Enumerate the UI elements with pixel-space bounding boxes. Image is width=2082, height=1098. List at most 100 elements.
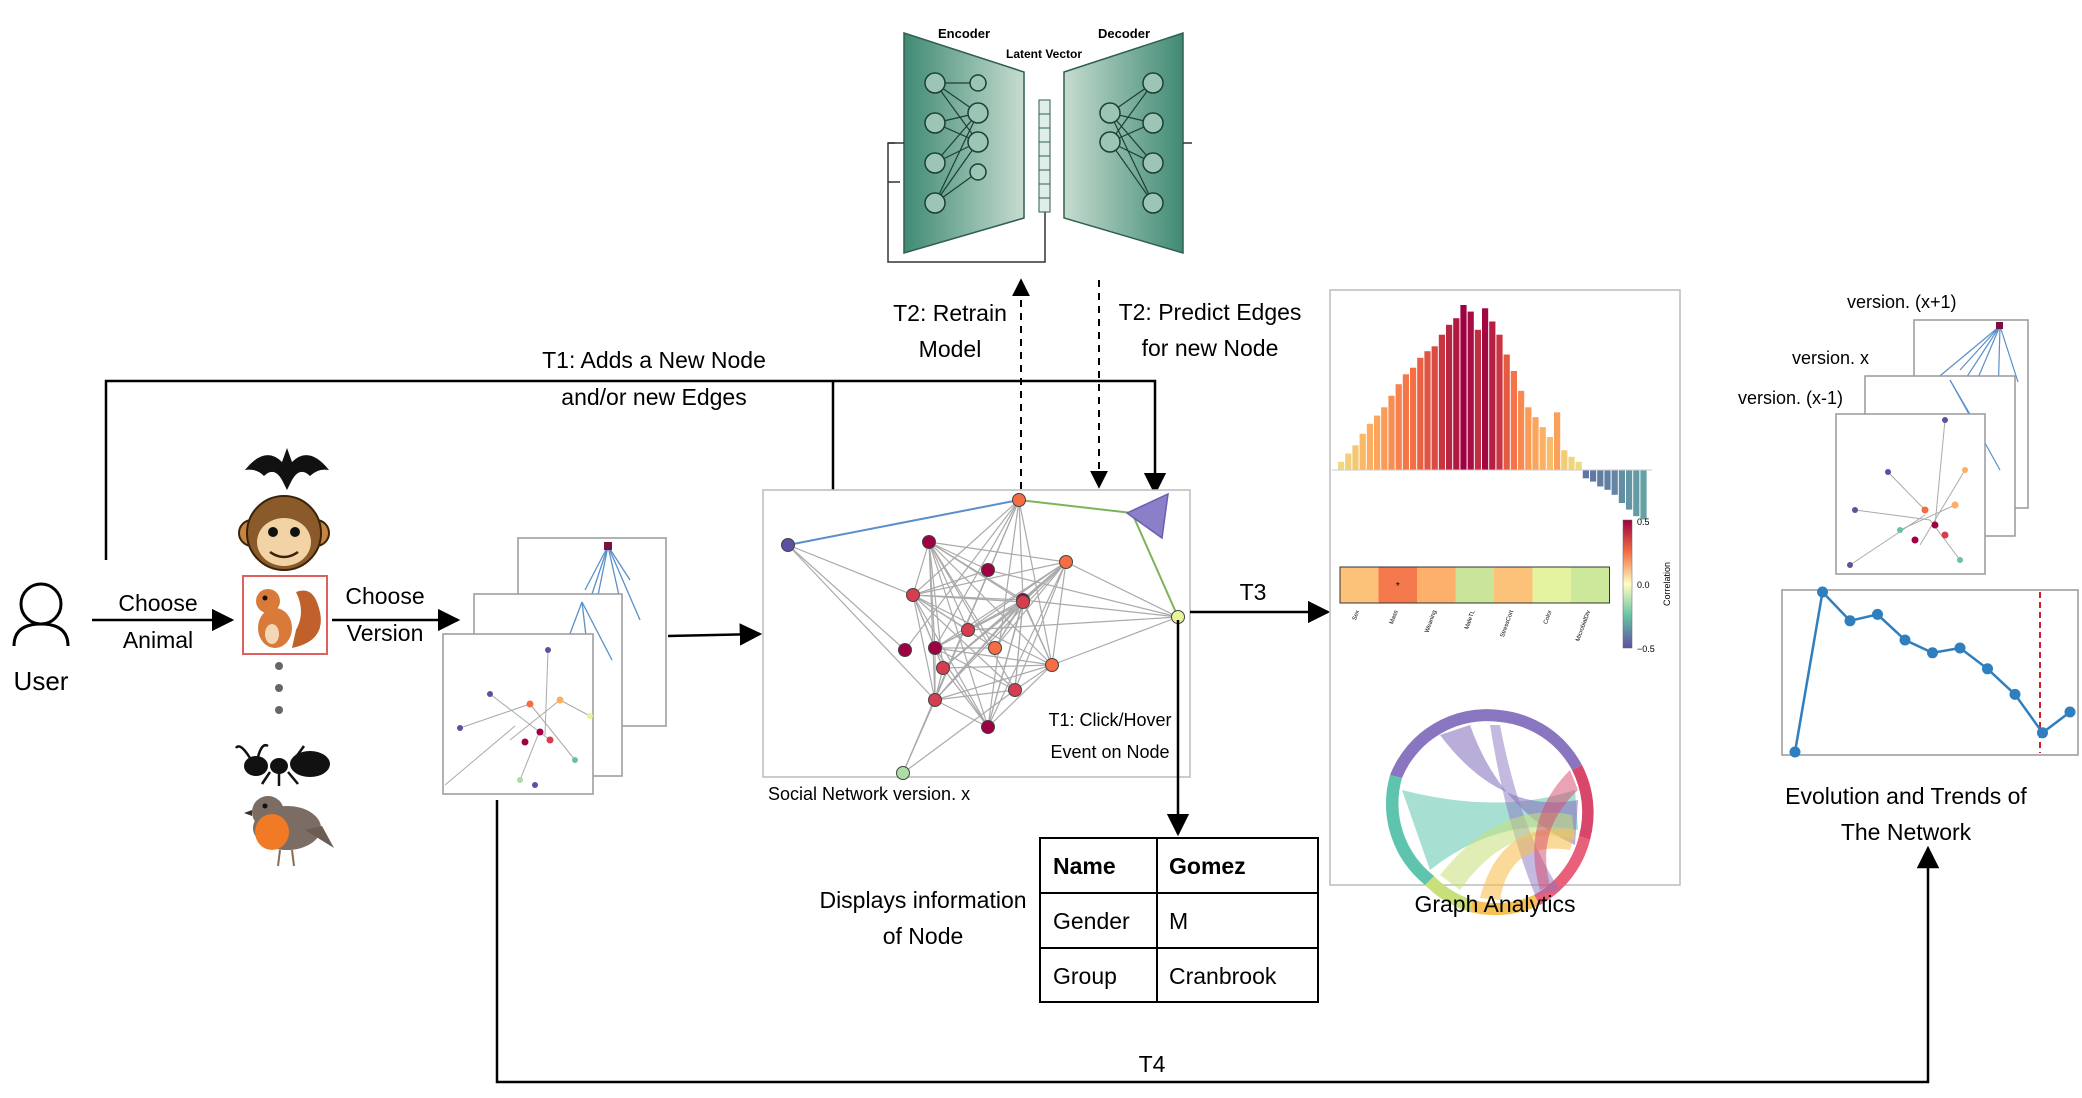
histogram-bar: [1496, 334, 1503, 470]
network-node[interactable]: [922, 535, 936, 549]
histogram-bar: [1431, 346, 1438, 471]
latent-vector-label: Latent Vector: [1006, 47, 1082, 61]
network-node[interactable]: [936, 661, 950, 675]
histogram-bar: [1467, 311, 1474, 470]
network-node[interactable]: [988, 641, 1002, 655]
t3-label: T3: [1240, 579, 1267, 605]
histogram-bar: [1410, 367, 1417, 470]
autoencoder-diagram: [887, 31, 1192, 263]
histogram-bar: [1568, 456, 1575, 470]
histogram-bar: [1554, 412, 1561, 470]
evolution-chart[interactable]: [1781, 586, 2079, 758]
network-node[interactable]: [1059, 555, 1073, 569]
t2-predict-label-1: T2: Predict Edges: [1119, 299, 1302, 325]
heatmap-label: Color: [1543, 610, 1554, 626]
network-node[interactable]: [928, 693, 942, 707]
t2-retrain-label-1: T2: Retrain: [893, 300, 1007, 326]
histogram-bar: [1395, 384, 1402, 470]
heatmap-label: Sex: [1352, 610, 1361, 622]
t4-arrow: [495, 800, 1940, 1084]
histogram-bar: [1582, 470, 1589, 479]
t2-retrain-label-2: Model: [919, 336, 982, 362]
info-caption-2: of Node: [883, 923, 964, 949]
heatmap-cell: [1340, 567, 1379, 603]
t1-click-label-2: Event on Node: [1050, 742, 1169, 762]
evolution-point: [2064, 706, 2076, 718]
histogram-bar: [1359, 433, 1366, 470]
heatmap-cell: [1532, 567, 1571, 603]
info-group-value: Cranbrook: [1169, 963, 1277, 989]
network-node[interactable]: [1008, 683, 1022, 697]
network-node[interactable]: [1012, 493, 1026, 507]
histogram-bar: [1424, 351, 1431, 470]
version-label-next: version. (x+1): [1847, 292, 1957, 312]
t1-add-label-1: T1: Adds a New Node: [542, 347, 766, 373]
t1-click-label-1: T1: Click/Hover: [1048, 710, 1171, 730]
evolution-point: [1789, 746, 1801, 758]
version-label-current: version. x: [1792, 348, 1869, 368]
network-node[interactable]: [1045, 658, 1059, 672]
monkey-icon[interactable]: [238, 495, 330, 571]
histogram-bar: [1640, 470, 1647, 520]
bat-icon[interactable]: [245, 448, 329, 490]
evolution-point: [1954, 642, 1966, 654]
colorbar-tick-mid: 0.0: [1637, 580, 1650, 590]
heatmap-cell: [1417, 567, 1456, 603]
network-node[interactable]: [906, 588, 920, 602]
decoder-label: Decoder: [1098, 26, 1150, 41]
evolution-point: [1927, 647, 1938, 659]
histogram-bar: [1561, 450, 1568, 470]
histogram-bar: [1597, 470, 1604, 487]
heatmap-cell: [1494, 567, 1533, 603]
network-node[interactable]: [961, 623, 975, 637]
network-node[interactable]: [981, 563, 995, 577]
network-node[interactable]: [898, 643, 912, 657]
choose-version-label-2: Version: [347, 620, 424, 646]
network-node[interactable]: [981, 720, 995, 734]
arrow-version-to-network: [667, 623, 763, 646]
info-gender-key: Gender: [1053, 908, 1130, 934]
histogram-bar: [1618, 470, 1625, 503]
histogram-bar: [1611, 470, 1618, 495]
evolution-point: [2009, 688, 2021, 700]
histogram-bar: [1575, 461, 1582, 471]
new-node-triangle[interactable]: [1125, 492, 1169, 540]
network-node[interactable]: [928, 641, 942, 655]
histogram-bar: [1446, 324, 1453, 470]
heatmap-cell: [1378, 567, 1417, 603]
ant-icon[interactable]: [234, 743, 330, 786]
evolution-point: [1844, 615, 1856, 627]
t4-label: T4: [1139, 1051, 1166, 1077]
histogram-bar: [1453, 318, 1460, 470]
robin-icon[interactable]: [244, 796, 334, 867]
squirrel-icon[interactable]: [242, 575, 328, 655]
graph-analytics-caption: Graph Analytics: [1414, 891, 1575, 917]
histogram-bar: [1503, 354, 1510, 470]
colorbar-label: Correlation: [1662, 562, 1672, 606]
evolution-point: [1872, 608, 1883, 620]
histogram-bar: [1489, 321, 1496, 470]
social-network-graph[interactable]: [762, 489, 1191, 780]
colorbar-tick-top: 0.5: [1637, 517, 1650, 527]
info-caption-1: Displays information: [819, 887, 1026, 913]
version-stack[interactable]: [442, 537, 667, 795]
network-node[interactable]: [781, 538, 795, 552]
more-animals-dots: [275, 662, 283, 714]
histogram-bar: [1525, 407, 1532, 470]
graph-analytics-panel[interactable]: * 0.5 0.0 −0.5 Correlation Sex Mass Weanin…: [1329, 289, 1681, 916]
network-node[interactable]: [896, 766, 910, 780]
evolution-point: [1899, 634, 1911, 646]
histogram-bar: [1381, 407, 1388, 470]
evolution-point: [2037, 727, 2048, 739]
svg-text:*: *: [1396, 581, 1400, 592]
histogram-bar: [1626, 470, 1633, 510]
evolution-point: [1982, 663, 1993, 675]
network-node[interactable]: [1016, 595, 1030, 609]
t1-add-label-2: and/or new Edges: [561, 384, 746, 410]
versions-history-stack[interactable]: [1835, 319, 2029, 575]
t2-predict-label-2: for new Node: [1142, 335, 1279, 361]
user-label: User: [14, 666, 69, 696]
histogram-bar: [1438, 334, 1445, 470]
histogram-bar: [1417, 357, 1424, 470]
version-label-prev: version. (x-1): [1738, 388, 1843, 408]
